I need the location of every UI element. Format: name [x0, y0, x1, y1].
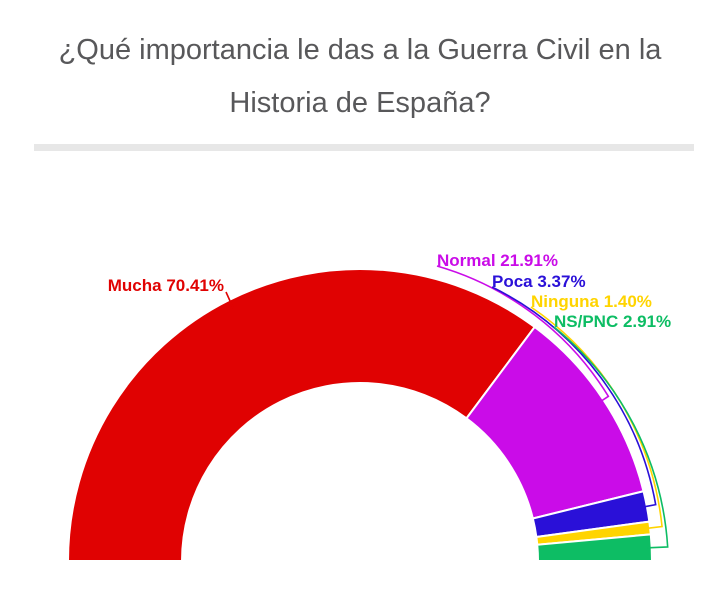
chart-title: ¿Qué importancia le das a la Guerra Civi… — [58, 34, 662, 119]
connector-mucha — [225, 291, 235, 310]
slice-ns-pnc[interactable] — [536, 533, 654, 562]
connector-normal — [436, 265, 610, 403]
connector-ns-pnc — [553, 326, 669, 549]
slice-labels: Mucha 70.41% Normal 21.91% Poca 3.37%Ningu… — [108, 251, 671, 331]
slice-mucha[interactable] — [66, 268, 537, 562]
slice-label-mucha: Mucha 70.41% — [108, 276, 224, 295]
slice-label-normal: Normal 21.91% — [437, 251, 558, 270]
title-divider — [34, 144, 694, 151]
slice-label-ninguna: Ninguna 1.40% — [531, 292, 652, 311]
connector-poca — [491, 286, 657, 508]
slice-label-ns-pnc: NS/PNC 2.91% — [554, 312, 671, 331]
slice-label-poca: Poca 3.37% — [492, 272, 586, 291]
label-connectors — [225, 265, 669, 549]
donut-slices — [66, 268, 654, 562]
